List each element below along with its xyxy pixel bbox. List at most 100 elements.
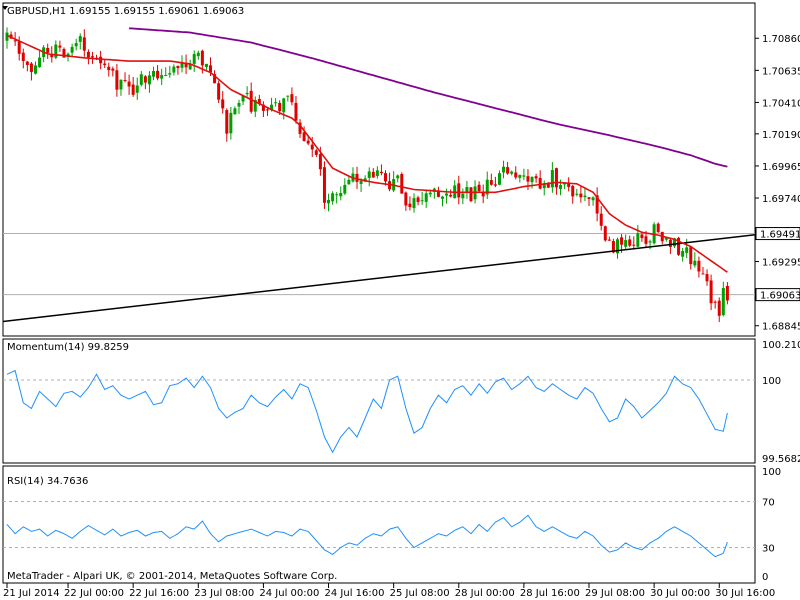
candle[interactable] <box>107 62 111 77</box>
candle[interactable] <box>172 64 176 76</box>
candle[interactable] <box>115 63 119 97</box>
candle[interactable] <box>502 160 506 179</box>
momentum-panel[interactable]: Momentum(14) 99.8259 <box>2 338 756 464</box>
candle[interactable] <box>86 49 90 65</box>
candle[interactable] <box>160 68 164 85</box>
candle[interactable] <box>290 87 294 106</box>
candle[interactable] <box>225 108 229 142</box>
candle[interactable] <box>135 77 139 100</box>
candle[interactable] <box>152 66 156 81</box>
candle[interactable] <box>697 256 701 278</box>
candle[interactable] <box>176 65 180 75</box>
candle[interactable] <box>595 187 599 222</box>
candle[interactable] <box>111 66 115 77</box>
candle[interactable] <box>298 119 302 139</box>
candle[interactable] <box>261 101 265 117</box>
candle[interactable] <box>530 176 534 189</box>
candle[interactable] <box>522 168 526 181</box>
candle[interactable] <box>143 75 147 90</box>
candle[interactable] <box>591 196 595 206</box>
candle[interactable] <box>689 245 693 270</box>
candle[interactable] <box>534 173 538 183</box>
candle[interactable] <box>237 99 241 115</box>
candle[interactable] <box>677 236 681 256</box>
candle[interactable] <box>717 297 721 323</box>
candle[interactable] <box>579 185 583 203</box>
candle[interactable] <box>265 108 269 116</box>
price-axis[interactable]: 1.70860 1.70635 1.70410 1.70190 1.69965 1.697… <box>755 34 800 333</box>
candle[interactable] <box>379 164 383 176</box>
candle[interactable] <box>25 60 29 72</box>
candle[interactable] <box>282 97 286 120</box>
candle[interactable] <box>652 222 656 245</box>
candle[interactable] <box>21 48 25 69</box>
candle[interactable] <box>119 79 123 96</box>
candle[interactable] <box>624 234 628 250</box>
candle[interactable] <box>538 170 542 190</box>
candle[interactable] <box>33 61 37 75</box>
candle[interactable] <box>571 184 575 204</box>
candle[interactable] <box>184 54 188 75</box>
candle[interactable] <box>58 40 62 52</box>
candle[interactable] <box>355 166 359 190</box>
candle[interactable] <box>103 59 107 68</box>
candle[interactable] <box>457 175 461 205</box>
candle[interactable] <box>640 232 644 242</box>
candle[interactable] <box>5 27 9 49</box>
time-axis[interactable]: 21 Jul 2014 22 Jul 00:00 22 Jul 16:00 23 Ju… <box>3 583 775 599</box>
candle[interactable] <box>314 148 318 158</box>
candle[interactable] <box>583 187 587 202</box>
candle[interactable] <box>469 187 473 203</box>
candle[interactable] <box>603 225 607 242</box>
candle[interactable] <box>721 281 725 317</box>
candle[interactable] <box>335 192 339 204</box>
candle[interactable] <box>70 43 74 57</box>
candle[interactable] <box>485 171 489 199</box>
candle[interactable] <box>449 189 453 198</box>
candle[interactable] <box>400 172 404 194</box>
candle[interactable] <box>343 178 347 196</box>
candle[interactable] <box>416 195 420 206</box>
candle[interactable] <box>420 192 424 205</box>
candle[interactable] <box>327 193 331 212</box>
candle[interactable] <box>253 96 257 118</box>
candle[interactable] <box>554 167 558 195</box>
candle[interactable] <box>510 170 514 176</box>
candle[interactable] <box>46 43 50 59</box>
candle[interactable] <box>705 269 709 286</box>
candle[interactable] <box>497 170 501 186</box>
candle[interactable] <box>481 184 485 204</box>
candle[interactable] <box>371 168 375 178</box>
candle[interactable] <box>518 174 522 183</box>
candle[interactable] <box>99 50 103 70</box>
candle[interactable] <box>477 181 481 193</box>
candle[interactable] <box>127 74 131 95</box>
candle[interactable] <box>412 193 416 213</box>
candle[interactable] <box>302 126 306 142</box>
candle[interactable] <box>123 72 127 83</box>
candle[interactable] <box>506 161 510 175</box>
candle[interactable] <box>249 82 253 114</box>
candle[interactable] <box>461 188 465 205</box>
candle[interactable] <box>147 71 151 93</box>
candle[interactable] <box>599 206 603 231</box>
candle[interactable] <box>668 237 672 254</box>
candle[interactable] <box>82 29 86 57</box>
candle[interactable] <box>241 95 245 106</box>
candle[interactable] <box>384 170 388 186</box>
candle[interactable] <box>367 167 371 187</box>
candle[interactable] <box>339 186 343 201</box>
candle[interactable] <box>180 55 184 73</box>
candle[interactable] <box>440 195 444 207</box>
candle[interactable] <box>404 191 408 211</box>
candle[interactable] <box>489 173 493 186</box>
candle[interactable] <box>164 67 168 77</box>
candle[interactable] <box>375 166 379 179</box>
candle[interactable] <box>322 161 326 209</box>
candle[interactable] <box>294 96 298 124</box>
candle[interactable] <box>396 174 400 183</box>
candle[interactable] <box>424 189 428 208</box>
candle[interactable] <box>286 95 290 102</box>
candle[interactable] <box>245 86 249 97</box>
candle[interactable] <box>628 235 632 248</box>
